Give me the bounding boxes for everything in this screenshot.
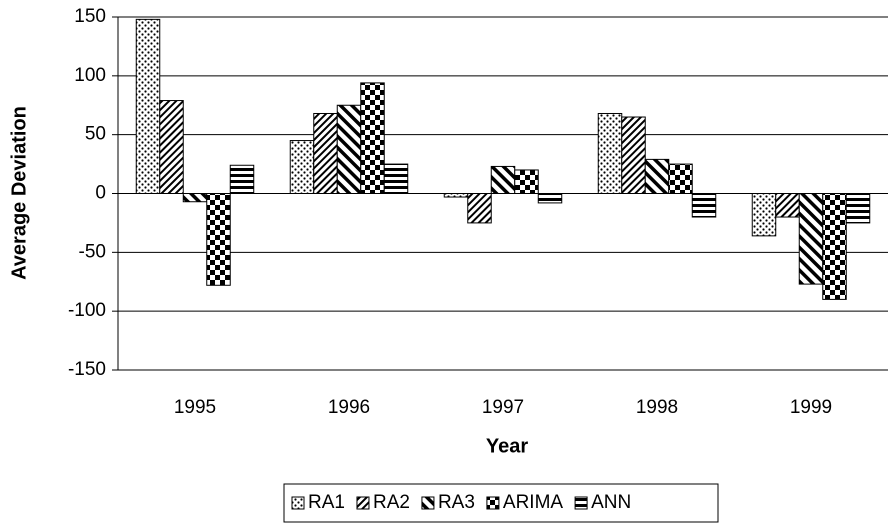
legend-swatch: [486, 496, 500, 510]
bar: [467, 193, 492, 224]
x-tick-label: 1999: [790, 397, 832, 418]
bar: [383, 163, 409, 194]
y-tick-label: -100: [68, 300, 106, 321]
bar: [845, 193, 871, 224]
legend-label: RA3: [438, 492, 475, 513]
legend-swatch: [574, 496, 588, 510]
bar: [514, 169, 539, 194]
x-tick-label: 1998: [636, 397, 678, 418]
x-axis-title: Year: [486, 435, 528, 457]
legend-swatch: [356, 496, 370, 510]
y-tick-label: 100: [74, 65, 106, 86]
legend-box: [283, 483, 719, 523]
y-tick-label: 50: [85, 124, 106, 145]
bar: [668, 163, 693, 194]
y-tick-label: -150: [68, 359, 106, 380]
bar: [798, 193, 824, 285]
bar: [822, 193, 847, 300]
legend-label: RA1: [308, 492, 345, 513]
bar: [182, 193, 208, 203]
y-tick-label: 0: [95, 183, 106, 204]
bar: [360, 82, 385, 194]
bar: [644, 158, 670, 194]
y-tick-label: 150: [74, 6, 106, 27]
bar: [159, 100, 184, 194]
legend-label: ARIMA: [503, 492, 564, 513]
bar: [621, 116, 646, 194]
y-tick-label: -50: [79, 241, 106, 262]
bar: [691, 193, 717, 218]
bar: [490, 165, 516, 194]
bar: [206, 193, 231, 286]
bar: [597, 112, 623, 194]
y-axis-title: Average Deviation: [8, 106, 30, 280]
legend-label: RA2: [373, 492, 410, 513]
bar: [336, 104, 362, 194]
x-tick-label: 1995: [174, 397, 216, 418]
x-tick-label: 1997: [482, 397, 524, 418]
bar: [289, 140, 315, 195]
bar: [313, 112, 338, 194]
bar: [537, 193, 563, 204]
legend-swatch: [291, 496, 305, 510]
bar: [443, 193, 469, 198]
bar: [775, 193, 800, 218]
x-tick-label: 1996: [328, 397, 370, 418]
bar: [229, 164, 255, 194]
bar: [751, 193, 777, 237]
legend-label: ANN: [591, 492, 631, 513]
legend-swatch: [421, 496, 435, 510]
bar: [135, 18, 161, 194]
